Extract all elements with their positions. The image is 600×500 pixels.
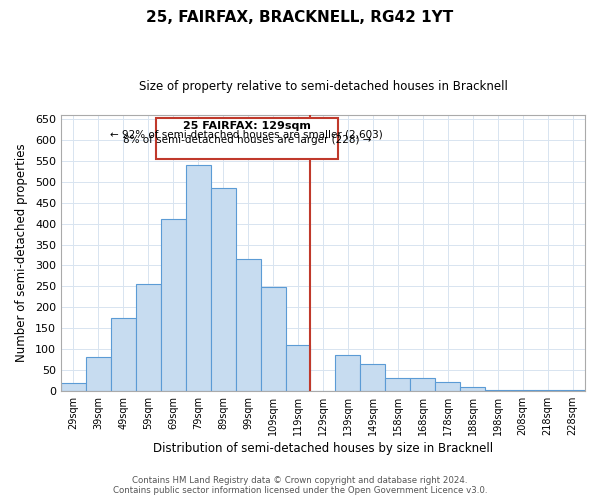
Bar xyxy=(335,356,361,391)
Bar xyxy=(560,390,585,391)
Text: 25 FAIRFAX: 129sqm: 25 FAIRFAX: 129sqm xyxy=(183,122,311,132)
Bar xyxy=(136,284,161,391)
Bar xyxy=(435,382,460,391)
Bar xyxy=(236,259,260,391)
Bar xyxy=(460,388,485,391)
Y-axis label: Number of semi-detached properties: Number of semi-detached properties xyxy=(15,144,28,362)
Text: 8% of semi-detached houses are larger (228) →: 8% of semi-detached houses are larger (2… xyxy=(122,136,371,145)
Bar xyxy=(410,378,435,391)
Title: Size of property relative to semi-detached houses in Bracknell: Size of property relative to semi-detach… xyxy=(139,80,508,93)
Bar xyxy=(211,188,236,391)
Bar xyxy=(86,358,111,391)
FancyBboxPatch shape xyxy=(156,118,338,159)
Text: 25, FAIRFAX, BRACKNELL, RG42 1YT: 25, FAIRFAX, BRACKNELL, RG42 1YT xyxy=(146,10,454,25)
Bar xyxy=(186,165,211,391)
Bar xyxy=(385,378,410,391)
Bar xyxy=(510,390,535,391)
Bar xyxy=(260,287,286,391)
Bar xyxy=(111,318,136,391)
Text: ← 92% of semi-detached houses are smaller (2,603): ← 92% of semi-detached houses are smalle… xyxy=(110,129,383,139)
Text: Contains HM Land Registry data © Crown copyright and database right 2024.
Contai: Contains HM Land Registry data © Crown c… xyxy=(113,476,487,495)
Bar xyxy=(485,390,510,391)
Bar xyxy=(361,364,385,391)
Bar xyxy=(286,345,310,391)
Bar xyxy=(61,384,86,391)
Bar xyxy=(161,220,186,391)
X-axis label: Distribution of semi-detached houses by size in Bracknell: Distribution of semi-detached houses by … xyxy=(153,442,493,455)
